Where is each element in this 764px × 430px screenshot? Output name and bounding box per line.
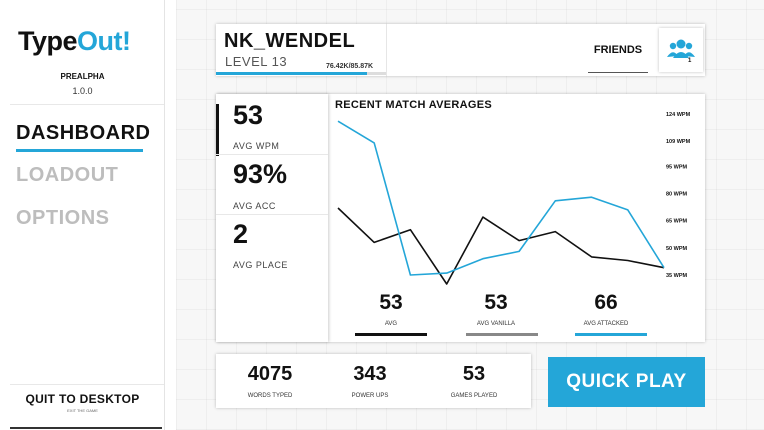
app-logo: TypeOut! [18,26,131,56]
y-tick-label: 95 WPM [666,164,688,170]
games-played-value: 53 [462,363,486,385]
stat-divider [216,154,328,155]
xp-bar-fill [216,72,368,75]
words-typed-label: WORDS TYPED [247,393,293,399]
profile-header: NK_WENDEL LEVEL 13 76.42K/85.87K FRIENDS… [216,24,705,76]
xp-readout: 76.42K/85.87K [326,63,374,70]
summary-attacked-line [575,333,647,336]
avg-wpm-label: AVG WPM [233,141,280,151]
match-averages-chart: 124 WPM 109 WPM 95 WPM 80 WPM 65 WPM 50 WPM 35… [337,112,691,285]
nav-dashboard[interactable]: DASHBOARD [16,122,151,144]
avg-place-value: 2 [233,219,249,249]
totals-panel: 4075 WORDS TYPED 343 POWER UPS 53 GAMES … [216,354,531,408]
y-tick-label: 50 WPM [666,246,688,252]
avg-place-label: AVG PLACE [233,260,288,270]
quit-subtitle: EXIT THE GAME [67,408,98,413]
nav-loadout[interactable]: LOADOUT [16,164,119,186]
summary-attacked-label: AVG ATTACKED [583,321,629,327]
sidebar: TypeOut! PREALPHA 1.0.0 DASHBOARD LOADOU… [0,0,165,430]
nav-options[interactable]: OPTIONS [16,207,110,229]
friends-label: FRIENDS [593,44,643,56]
power-ups-value: 343 [353,363,387,385]
quit-underline [10,427,162,429]
stat-divider [216,214,328,215]
summary-avg-line [355,333,427,336]
power-ups-label: POWER UPS [351,393,389,399]
avg-acc-label: AVG ACC [233,201,276,211]
stat-active-indicator [216,104,219,156]
summary-vanilla-label: AVG VANILLA [476,321,516,327]
chart-title: RECENT MATCH AVERAGES [335,99,493,111]
friends-button[interactable]: FRIENDS [582,24,654,76]
friends-underline [588,72,648,73]
y-tick-label: 35 WPM [666,273,688,279]
stat-column: 53 AVG WPM 93% AVG ACC 2 AVG PLACE [216,94,328,342]
avg-acc-value: 93% [233,159,288,189]
series-line-attacked [337,120,665,276]
stats-panel: 53 AVG WPM 93% AVG ACC 2 AVG PLACE RECEN… [216,94,705,342]
friends-icon-button[interactable]: 1 [659,28,703,72]
profile-divider [386,24,387,76]
friend-count: 1 [688,58,692,64]
player-level: LEVEL 13 [225,54,288,69]
sidebar-divider [10,384,164,385]
sidebar-divider [10,104,164,105]
summary-vanilla-line [466,333,538,336]
y-tick-label: 124 WPM [666,112,691,118]
summary-avg-value: 53 [379,291,403,314]
users-icon [667,39,695,58]
y-tick-label: 65 WPM [666,219,688,225]
summary-vanilla-value: 53 [484,291,508,314]
games-played-label: GAMES PLAYED [450,393,498,399]
y-tick-label: 109 WPM [666,139,691,145]
player-name: NK_WENDEL [224,30,356,52]
summary-attacked-value: 66 [594,291,618,314]
series-line-avg [337,207,665,285]
summary-avg-label: AVG [384,321,398,327]
xp-bar [216,72,386,75]
version-tag: PREALPHA [60,72,105,81]
y-tick-label: 80 WPM [666,192,688,198]
nav-active-underline [16,149,143,152]
quit-to-desktop-button[interactable]: QUIT TO DESKTOP [25,392,140,406]
quick-play-button[interactable]: QUICK PLAY [548,357,705,407]
words-typed-value: 4075 [247,363,293,385]
version-number: 1.0.0 [72,86,93,96]
avg-wpm-value: 53 [233,100,264,130]
